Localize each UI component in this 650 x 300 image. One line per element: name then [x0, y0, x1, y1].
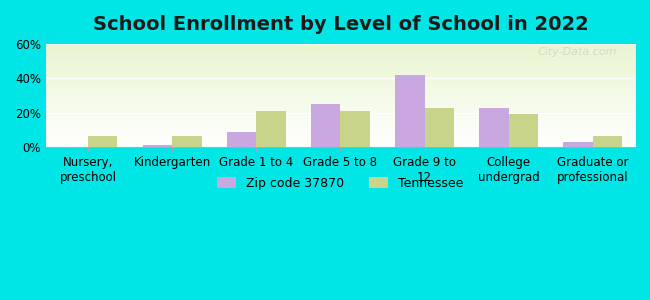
Bar: [424, 108, 454, 147]
Bar: [142, 145, 172, 147]
Legend: Zip code 37870, Tennessee: Zip code 37870, Tennessee: [213, 172, 469, 195]
Bar: [509, 114, 538, 147]
Bar: [593, 136, 623, 147]
Bar: [593, 136, 623, 147]
Title: School Enrollment by Level of School in 2022: School Enrollment by Level of School in …: [92, 15, 588, 34]
Bar: [424, 108, 454, 147]
Bar: [395, 75, 424, 147]
Bar: [479, 108, 509, 147]
Bar: [88, 136, 118, 147]
Bar: [311, 104, 341, 147]
Bar: [509, 114, 538, 147]
Text: City-Data.com: City-Data.com: [538, 47, 618, 57]
Bar: [88, 136, 118, 147]
Bar: [395, 75, 424, 147]
Bar: [256, 111, 286, 147]
Bar: [142, 145, 172, 147]
Bar: [311, 104, 341, 147]
Bar: [341, 111, 370, 147]
Bar: [227, 132, 256, 147]
Bar: [341, 111, 370, 147]
Bar: [479, 108, 509, 147]
Bar: [564, 142, 593, 147]
Bar: [227, 132, 256, 147]
Bar: [172, 136, 202, 147]
Bar: [564, 142, 593, 147]
Bar: [172, 136, 202, 147]
Bar: [256, 111, 286, 147]
